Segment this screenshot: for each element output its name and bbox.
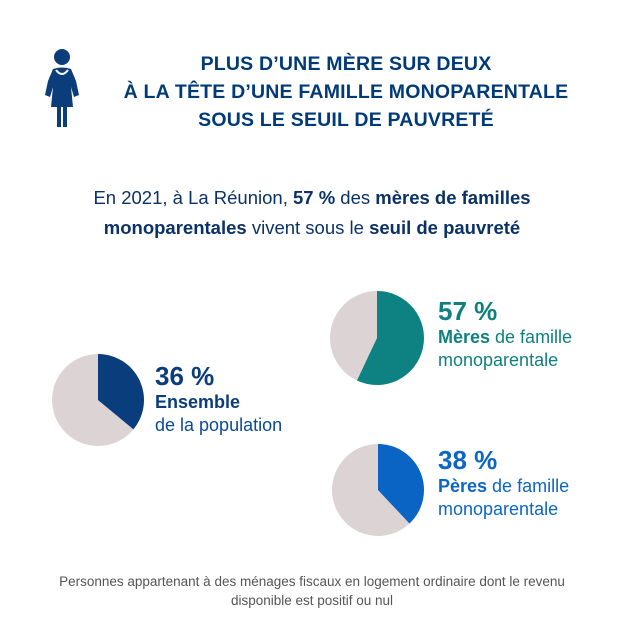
- stat-total-label-rest: de la population: [155, 415, 283, 435]
- stat-fathers-label-rest-2: monoparentale: [438, 499, 559, 519]
- pie-fathers-slice: [378, 444, 424, 524]
- pie-mothers-slice: [356, 291, 424, 385]
- stat-fathers-label-rest-1: de famille: [487, 476, 570, 496]
- stat-mothers-label-line-1: Mères de famille: [438, 326, 572, 349]
- stat-fathers-label-line-1: Pères de famille: [438, 475, 569, 498]
- intro-part-3: des: [335, 187, 376, 208]
- stat-mothers-label-rest-2: monoparentale: [438, 350, 559, 370]
- stat-total: 36 % Ensemble de la population: [155, 361, 282, 437]
- stat-mothers: 57 % Mères de famille monoparentale: [438, 296, 572, 372]
- pie-total: [52, 354, 144, 446]
- stat-total-pct: 36 %: [155, 361, 215, 391]
- pie-total-slice: [98, 354, 144, 430]
- intro-highlight-group: mères de familles monoparentales: [103, 187, 531, 238]
- intro-highlight-threshold: seuil de pauvreté: [369, 217, 521, 238]
- pie-mothers: [330, 291, 424, 385]
- stat-fathers: 38 % Pères de famille monoparentale: [438, 445, 569, 521]
- stat-fathers-pct: 38 %: [438, 445, 498, 475]
- footnote: Personnes appartenant à des ménages fisc…: [59, 574, 565, 608]
- pie-fathers: [332, 444, 424, 536]
- stat-total-label-strong: Ensemble: [155, 392, 241, 412]
- mother-icon: [45, 49, 79, 127]
- intro-part-1: En 2021, à La Réunion,: [93, 187, 293, 208]
- stat-mothers-label-strong: Mères: [438, 327, 491, 347]
- intro-part-5: vivent sous le: [246, 217, 370, 238]
- title-line-2: À LA TÊTE D’UNE FAMILLE MONOPARENTALE: [123, 81, 569, 103]
- title-line-1: PLUS D’UNE MÈRE SUR DEUX: [200, 53, 492, 75]
- title-line-3: SOUS LE SEUIL DE PAUVRETÉ: [198, 109, 494, 131]
- stat-fathers-label-strong: Pères: [438, 476, 488, 496]
- intro-text: En 2021, à La Réunion, 57 % des mères de…: [30, 183, 594, 243]
- stat-mothers-pct: 57 %: [438, 296, 498, 326]
- stat-mothers-label-rest-1: de famille: [490, 327, 573, 347]
- intro-highlight-pct: 57 %: [292, 187, 336, 208]
- page-title: PLUS D’UNE MÈRE SUR DEUX À LA TÊTE D’UNE…: [96, 50, 596, 134]
